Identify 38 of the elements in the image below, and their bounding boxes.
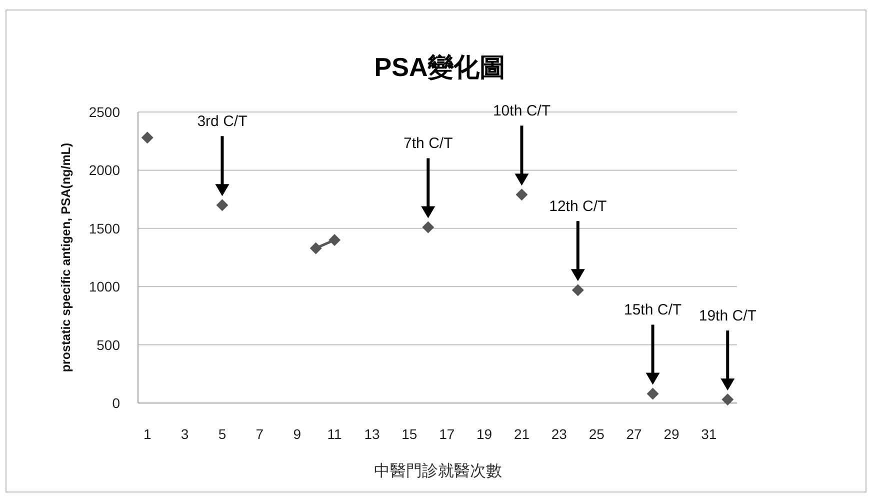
chart-title: PSA變化圖 xyxy=(374,52,506,82)
y-tick-label: 1000 xyxy=(88,278,120,295)
x-tick-label: 1 xyxy=(143,426,152,442)
point xyxy=(646,388,659,400)
x-tick-label: 31 xyxy=(701,426,717,442)
y-axis-title: prostatic specific antigen, PSA(ng/mL) xyxy=(59,142,73,372)
annotation: 15th C/T xyxy=(624,302,682,319)
y-tick-label: 0 xyxy=(112,395,120,411)
point xyxy=(422,221,434,234)
annotation: 3rd C/T xyxy=(197,113,248,130)
point xyxy=(141,132,154,144)
x-tick-label: 27 xyxy=(626,426,642,442)
x-tick-label: 23 xyxy=(551,426,568,442)
x-tick-label: 21 xyxy=(514,426,530,442)
x-tick-label: 25 xyxy=(588,426,605,442)
x-tick-label: 3 xyxy=(180,426,189,442)
y-tick-label: 500 xyxy=(96,336,120,353)
annotation: 10th C/T xyxy=(492,102,550,120)
x-tick-label: 11 xyxy=(327,426,342,442)
x-tick-label: 5 xyxy=(218,426,226,442)
x-tick-label: 17 xyxy=(439,426,455,442)
point xyxy=(722,394,734,406)
y-tick-label: 2500 xyxy=(88,104,120,120)
point xyxy=(516,188,528,201)
x-tick-label: 13 xyxy=(364,426,380,442)
annotation: 7th C/T xyxy=(404,135,453,152)
x-tick-label: 19 xyxy=(476,426,492,442)
point xyxy=(216,199,228,212)
x-tick-label: 29 xyxy=(664,426,680,442)
y-tick-label: 1500 xyxy=(88,220,120,236)
x-tick-label: 9 xyxy=(293,426,302,442)
y-tick-label: 2000 xyxy=(88,162,120,178)
x-tick-label: 7 xyxy=(256,426,264,442)
x-tick-label: 15 xyxy=(402,426,418,442)
point xyxy=(572,284,584,296)
annotation: 19th C/T xyxy=(698,308,756,325)
x-axis-title: 中醫門診就醫次數 xyxy=(374,462,502,480)
annotation: 12th C/T xyxy=(549,198,607,216)
